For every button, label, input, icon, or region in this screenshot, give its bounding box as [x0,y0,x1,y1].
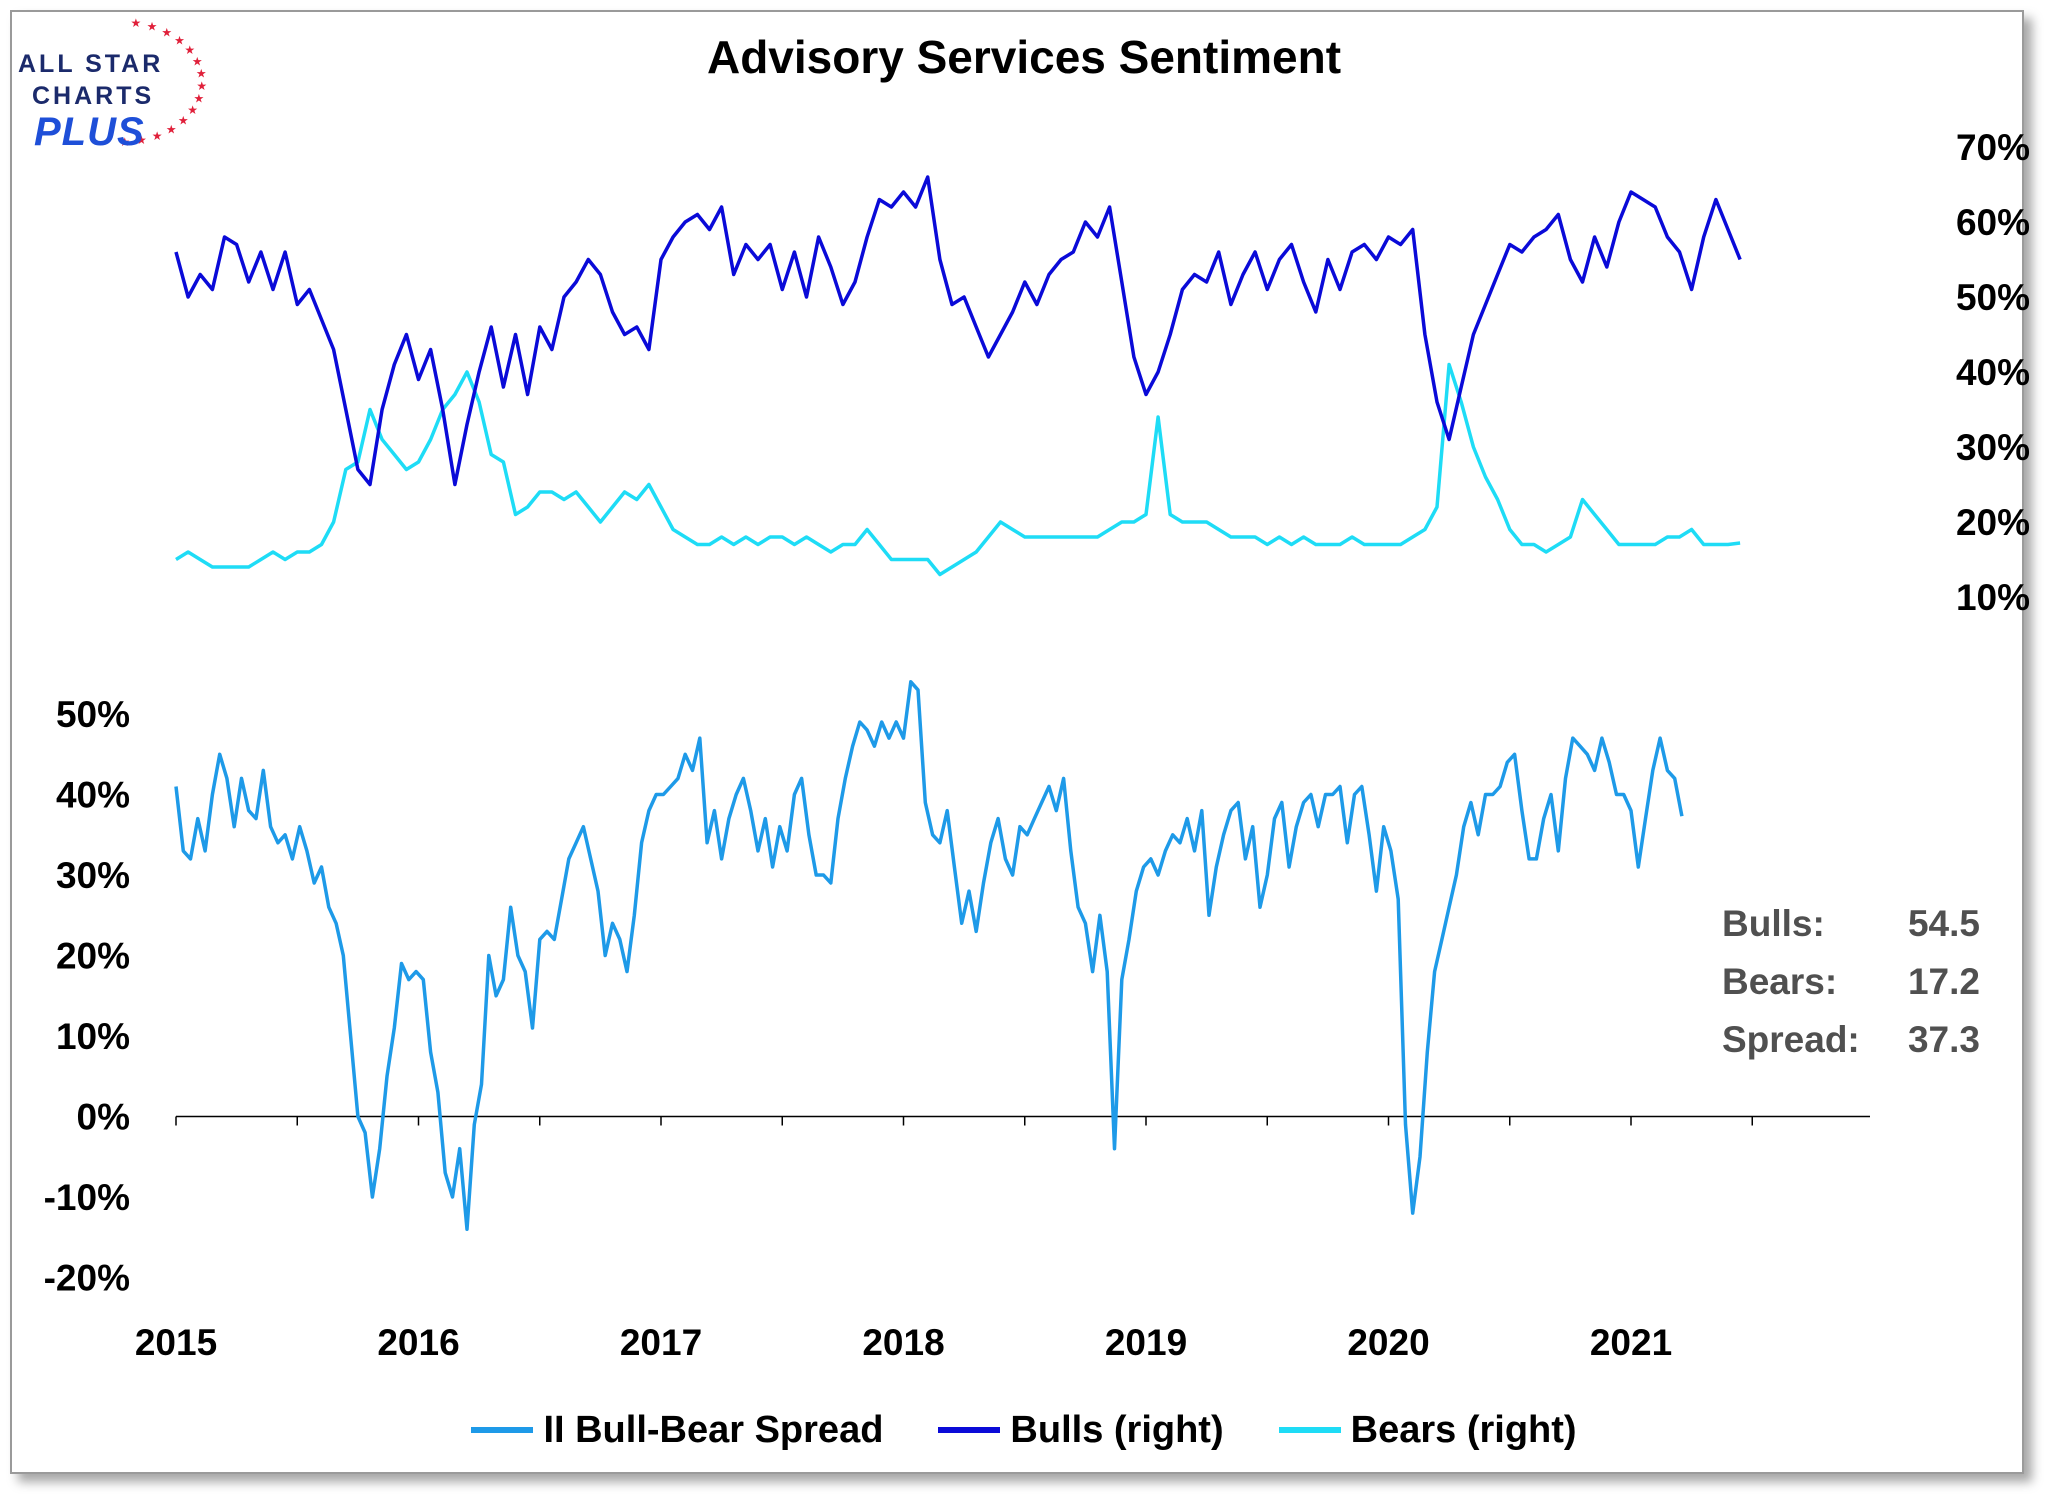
star-icon: ★ [161,25,172,39]
stat-label: Bulls: [1722,903,1825,944]
right-y-tick-label: 50% [1956,277,2030,318]
star-icon: ★ [174,33,185,47]
left-y-tick-label: 50% [56,694,130,735]
logo-line-3: PLUS [34,110,145,154]
legend-swatch [1278,1427,1341,1433]
star-icon: ★ [136,133,147,147]
right-y-tick-label: 60% [1956,202,2030,243]
x-tick-label: 2018 [862,1322,944,1363]
left-y-tick-label: 40% [56,775,130,816]
right-y-tick-label: 10% [1956,577,2030,618]
legend-item-bears: Bears (right) [1278,1408,1577,1452]
star-icon: ★ [196,79,207,93]
right-y-tick-label: 70% [1956,127,2030,168]
x-tick-label: 2021 [1590,1322,1672,1363]
chart-plot: 2015 2016 2017 2018 2019 2020 2021 70% 60% 50% 40%… [44,127,2030,1363]
x-tick-label: 2016 [377,1322,459,1363]
star-ring-icon: ★ ★ ★★★★★★★★★★★★★ [119,16,207,149]
star-icon: ★ [147,19,158,33]
left-y-tick-label: 0% [77,1097,130,1138]
legend-swatch [938,1427,1001,1433]
star-icon: ★ [194,92,205,106]
chart-title: Advisory Services Sentiment [706,31,1342,83]
legend-item-bulls: Bulls (right) [938,1408,1224,1452]
star-icon: ★ [131,16,142,30]
left-y-tick-label: -10% [44,1177,130,1218]
x-tick-label: 2017 [620,1322,702,1363]
stat-bulls: Bulls: 54.5 [1722,895,1992,953]
left-y-tick-label: 10% [56,1016,130,1057]
legend-item-spread: II Bull-Bear Spread [471,1409,883,1452]
x-tick-label: 2015 [135,1322,217,1363]
left-y-tick-label: -20% [44,1258,130,1299]
latest-readings-panel: Bulls: 54.5 Bears: 17.2 Spread: 37.3 [1722,895,1992,1069]
bulls-line [174,175,1742,487]
star-icon: ★ [119,135,130,149]
star-icon: ★ [192,55,203,69]
logo-line-1: ALL STAR [18,50,164,78]
bears-line [175,362,1741,577]
right-y-tick-label: 20% [1956,502,2030,543]
legend-swatch [471,1427,534,1433]
stat-value: 54.5 [1907,903,1980,944]
chart-legend: II Bull-Bear Spread Bulls (right) Bears … [0,1400,2048,1460]
stat-label: Bears: [1722,961,1838,1002]
stat-value: 17.2 [1907,961,1980,1002]
legend-label: Bears (right) [1350,1408,1577,1451]
right-y-tick-label: 40% [1956,352,2030,393]
right-y-tick-label: 30% [1956,427,2030,468]
x-tick-label: 2019 [1105,1322,1187,1363]
stat-bears: Bears: 17.2 [1722,953,1992,1011]
star-icon: ★ [187,103,198,117]
legend-label: II Bull-Bear Spread [543,1408,884,1451]
x-tick-label: 2020 [1347,1322,1429,1363]
stat-spread: Spread: 37.3 [1722,1011,1992,1069]
star-icon: ★ [152,129,163,143]
brand-logo: ★ ★ ★ ★ ★ ★ ★ ★ ★ ★ ★ ★ ★ ★ ★ ALL STAR CHARTS PLUS [12,14,212,154]
chart-frame [10,10,2024,1474]
logo-line-2: CHARTS [32,82,155,110]
left-y-tick-label: 20% [56,936,130,977]
star-icon: ★ [178,114,189,128]
legend-label: Bulls (right) [1010,1408,1224,1451]
star-icon: ★ [166,122,177,136]
stat-value: 37.3 [1907,1019,1980,1060]
star-icon: ★ [184,43,195,57]
left-y-tick-label: 30% [56,855,130,896]
star-icon: ★ [196,67,207,81]
spread-line [174,680,1684,1231]
stat-label: Spread: [1722,1019,1860,1060]
